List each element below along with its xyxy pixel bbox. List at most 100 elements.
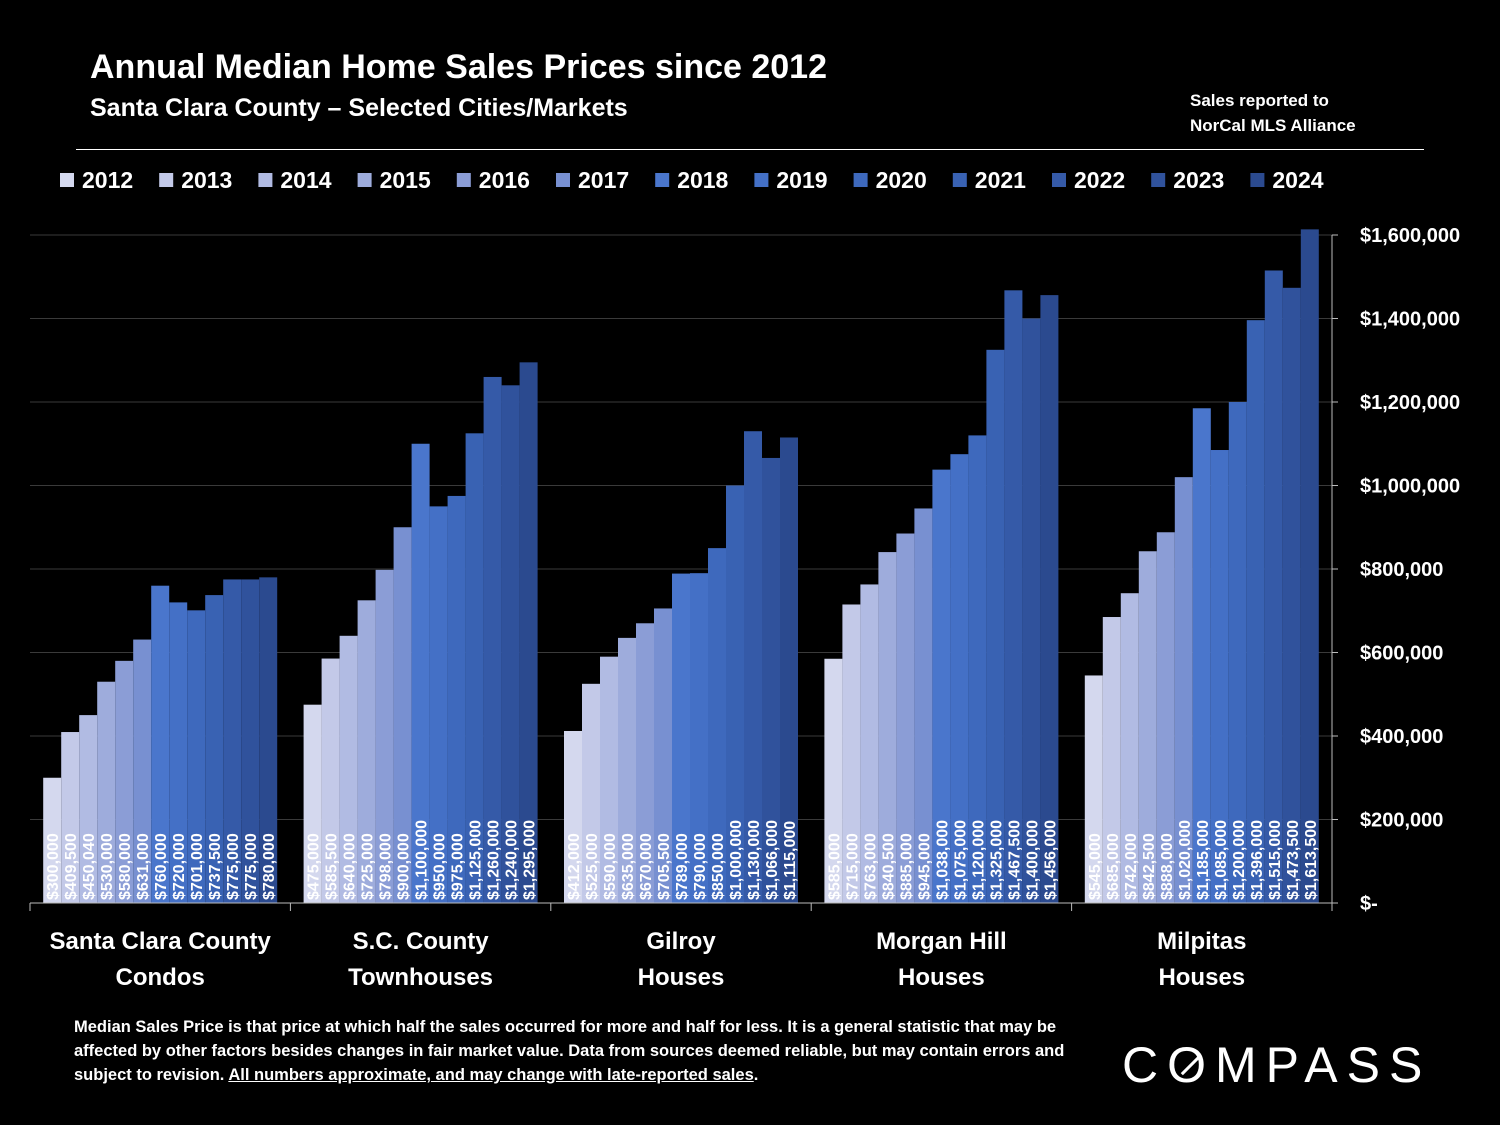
bar-value-label: $1,473,500 [1285, 820, 1302, 900]
bar-value-label: $300,000 [45, 833, 62, 900]
bar-value-label: $885,000 [898, 833, 915, 900]
legend-swatch [1151, 173, 1166, 187]
bar [860, 584, 879, 903]
bar-value-label: $1,240,000 [504, 820, 521, 900]
bar [79, 715, 98, 903]
legend-label: 2022 [1074, 167, 1125, 193]
bar [1210, 450, 1229, 903]
category-label: Houses [1158, 964, 1245, 991]
y-tick-labels: $- $200,000 $400,000 $600,000 $800,000 $1,000… [1360, 225, 1460, 915]
legend-label: 2016 [479, 167, 530, 193]
legend-label: 2024 [1272, 167, 1323, 193]
legend-swatch [258, 173, 273, 187]
bar-value-label: $701,000 [189, 833, 206, 900]
bar [447, 495, 466, 903]
bar-value-label: $789,000 [674, 833, 691, 900]
legend-label: 2017 [578, 167, 629, 193]
legend-label: 2015 [380, 167, 431, 193]
bar-value-label: $530,000 [99, 833, 116, 900]
bar [1004, 290, 1023, 904]
bar [1156, 532, 1175, 903]
bar-value-label: $475,000 [306, 833, 323, 900]
bar-value-label: $1,020,000 [1177, 820, 1194, 900]
bar-value-label: $842,500 [1141, 833, 1158, 900]
bars [43, 229, 1319, 904]
bar [61, 732, 80, 903]
legend-swatch [159, 173, 174, 187]
bar-value-label: $1,467,500 [1006, 820, 1023, 900]
y-tick-label: $1,200,000 [1360, 392, 1460, 414]
header-divider [76, 149, 1424, 150]
footnote-underlined: All numbers approximate, and may change … [228, 1066, 754, 1084]
bar [600, 656, 618, 903]
bar [896, 533, 915, 903]
bar-value-label: $1,100,000 [414, 820, 431, 900]
bar-value-label: $1,613,500 [1303, 820, 1320, 900]
y-tick-label: $1,400,000 [1360, 309, 1460, 331]
bar [878, 552, 897, 903]
legend-swatch [754, 173, 769, 187]
bar [824, 658, 843, 903]
bar [223, 579, 242, 903]
bar [429, 506, 448, 903]
bar-value-label: $1,120,000 [970, 820, 987, 900]
y-tick-label: $1,000,000 [1360, 476, 1460, 498]
bar-value-label: $945,000 [916, 833, 933, 900]
bar-value-label: $975,000 [450, 833, 467, 900]
bar-value-label: $640,000 [342, 833, 359, 900]
bar-value-label: $790,000 [692, 833, 709, 900]
bar [411, 443, 430, 903]
bar-value-label: $1,295,000 [522, 820, 539, 900]
bar-value-label: $1,066,000 [764, 820, 781, 900]
bar-value-label: $725,000 [360, 833, 377, 900]
category-labels: Santa Clara County Condos S.C. County Townh… [50, 928, 1247, 991]
bar-chart: 2012 2013 2014 2015 2016 2017 2018 2019 2020 2021… [29, 167, 1460, 991]
bar [1174, 477, 1193, 903]
y-tick-label: $800,000 [1360, 559, 1443, 581]
bar [672, 573, 690, 903]
bar [169, 602, 188, 903]
bar-value-label: $715,000 [844, 833, 861, 900]
source-line-2: NorCal MLS Alliance [1190, 116, 1356, 135]
footnote: Median Sales Price is that price at whic… [74, 1015, 1074, 1087]
bar-value-label: $775,000 [243, 833, 260, 900]
bar [726, 485, 744, 903]
bar [932, 469, 951, 903]
bar [1022, 318, 1041, 903]
bar [564, 730, 582, 903]
bar [151, 585, 170, 903]
axes [29, 234, 1338, 911]
logo-letter-c: C [1122, 1037, 1168, 1093]
bar [618, 637, 636, 903]
bar-value-label: $1,515,000 [1267, 820, 1284, 900]
bar-value-label: $1,130,000 [746, 820, 763, 900]
legend-swatch [853, 173, 868, 187]
legend-swatch [456, 173, 471, 187]
legend-label: 2014 [280, 167, 331, 193]
bar [259, 577, 278, 903]
bar-value-label: $635,000 [620, 833, 637, 900]
bar-value-label: $585,000 [826, 833, 843, 900]
legend-swatch [60, 173, 74, 187]
bar-value-label: $1,260,000 [486, 820, 503, 900]
bar-value-label: $840,500 [880, 833, 897, 900]
footnote-text: Median Sales Price is that price at whic… [74, 1018, 1065, 1084]
bar [133, 639, 152, 903]
chart-subtitle: Santa Clara County – Selected Cities/Mar… [90, 94, 628, 122]
bar [339, 635, 358, 903]
category-label: Houses [638, 964, 725, 991]
bar-value-label: $798,000 [378, 833, 395, 900]
y-tick-label: $200,000 [1360, 810, 1443, 832]
bar-value-label: $1,325,000 [988, 820, 1005, 900]
category-label: Santa Clara County [50, 928, 272, 955]
bar-value-label: $888,000 [1159, 833, 1176, 900]
y-tick-label: $- [1360, 893, 1378, 915]
bar-value-label: $705,500 [656, 833, 673, 900]
bar [393, 527, 412, 903]
y-tick-label: $400,000 [1360, 726, 1443, 748]
bar-value-label: $775,000 [225, 833, 242, 900]
bar [115, 660, 134, 903]
bar-value-label: $585,500 [324, 833, 341, 900]
bar [636, 623, 654, 903]
bar-value-label: $1,085,000 [1213, 820, 1230, 900]
